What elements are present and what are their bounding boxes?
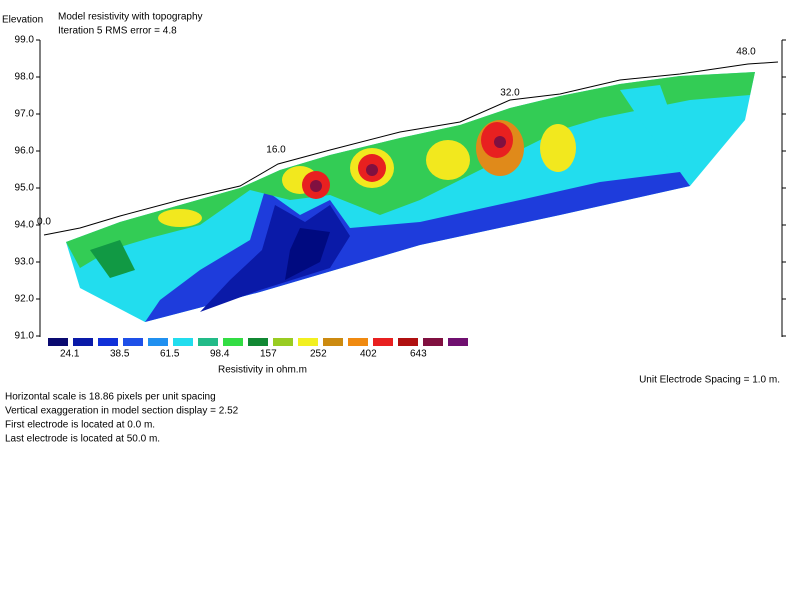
section-blob xyxy=(310,180,322,192)
section-blob xyxy=(366,164,378,176)
scale-label: 402 xyxy=(360,349,377,360)
scale-label: 38.5 xyxy=(110,349,130,360)
scale-swatch xyxy=(348,338,368,346)
distance-labels: 0.0 16.0 32.0 48.0 xyxy=(37,47,756,228)
y-tick-label: 98.0 xyxy=(15,72,35,83)
scale-swatch xyxy=(323,338,343,346)
y-tick-label: 94.0 xyxy=(15,220,35,231)
distance-label: 32.0 xyxy=(500,88,520,99)
scale-swatch xyxy=(73,338,93,346)
section-mid xyxy=(66,72,755,268)
subtitle: Iteration 5 RMS error = 4.8 xyxy=(58,26,177,37)
note-line: First electrode is located at 0.0 m. xyxy=(5,420,155,431)
section-blob xyxy=(540,124,576,172)
scale-swatch xyxy=(298,338,318,346)
unit-spacing: Unit Electrode Spacing = 1.0 m. xyxy=(639,375,780,386)
scale-swatch xyxy=(98,338,118,346)
note-line: Last electrode is located at 50.0 m. xyxy=(5,434,160,445)
section-core xyxy=(285,228,330,280)
color-scale: 24.1 38.5 61.5 98.4 157 252 402 643 xyxy=(48,338,468,360)
scale-swatch xyxy=(398,338,418,346)
scale-swatch xyxy=(448,338,468,346)
y-tick-label: 97.0 xyxy=(15,109,35,120)
scale-label: 24.1 xyxy=(60,349,80,360)
note-line: Vertical exaggeration in model section d… xyxy=(5,406,239,417)
section-blob xyxy=(494,136,506,148)
elevation-ticks: 99.0 98.0 97.0 96.0 95.0 94.0 93.0 92.0 91.0 xyxy=(15,35,786,342)
distance-label: 16.0 xyxy=(266,145,286,156)
scale-label: 157 xyxy=(260,349,277,360)
y-tick-label: 96.0 xyxy=(15,146,35,157)
scale-label: 643 xyxy=(410,349,427,360)
y-tick-label: 93.0 xyxy=(15,257,35,268)
scale-swatch xyxy=(423,338,443,346)
scale-swatch xyxy=(248,338,268,346)
scale-title: Resistivity in ohm.m xyxy=(218,365,307,376)
scale-label: 252 xyxy=(310,349,327,360)
scale-swatch xyxy=(373,338,393,346)
y-tick-label: 95.0 xyxy=(15,183,35,194)
scale-swatch xyxy=(123,338,143,346)
scale-label: 98.4 xyxy=(210,349,230,360)
y-axis-title: Elevation xyxy=(2,15,43,26)
scale-swatch xyxy=(273,338,293,346)
resistivity-section xyxy=(66,72,755,322)
scale-swatch xyxy=(223,338,243,346)
section-blob xyxy=(158,209,202,227)
scale-label: 61.5 xyxy=(160,349,180,360)
distance-label: 48.0 xyxy=(736,47,756,58)
scale-swatch xyxy=(198,338,218,346)
note-line: Horizontal scale is 18.86 pixels per uni… xyxy=(5,392,216,403)
notes: Horizontal scale is 18.86 pixels per uni… xyxy=(5,392,239,445)
y-tick-label: 91.0 xyxy=(15,331,35,342)
scale-swatch xyxy=(148,338,168,346)
y-tick-label: 99.0 xyxy=(15,35,35,46)
section-blob xyxy=(426,140,470,180)
section-blob xyxy=(90,240,135,278)
topography xyxy=(43,61,779,236)
y-tick-label: 92.0 xyxy=(15,294,35,305)
distance-label: 0.0 xyxy=(37,217,51,228)
title: Model resistivity with topography xyxy=(58,12,203,23)
scale-swatch xyxy=(48,338,68,346)
scale-swatch xyxy=(173,338,193,346)
section-blob xyxy=(620,85,700,170)
